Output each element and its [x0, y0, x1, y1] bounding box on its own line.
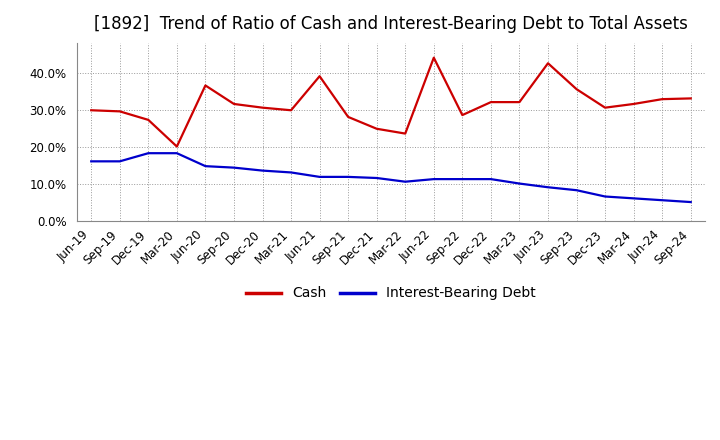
Title: [1892]  Trend of Ratio of Cash and Interest-Bearing Debt to Total Assets: [1892] Trend of Ratio of Cash and Intere…	[94, 15, 688, 33]
Legend: Cash, Interest-Bearing Debt: Cash, Interest-Bearing Debt	[240, 281, 541, 306]
